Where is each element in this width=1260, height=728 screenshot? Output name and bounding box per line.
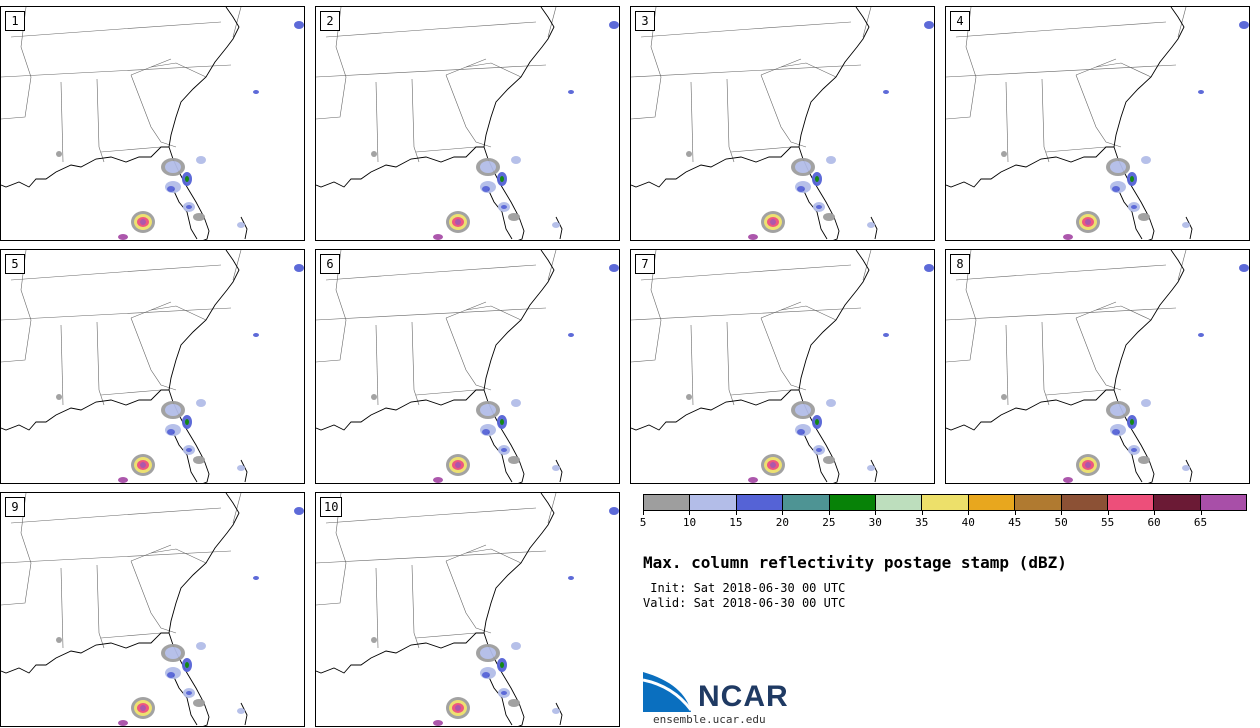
postage-stamp-panel-4: 4 [945,6,1250,241]
reflectivity-field [371,507,619,726]
colorbar-segment [1015,495,1062,510]
colorbar-segment [1061,495,1108,510]
panel-number: 8 [950,254,970,274]
colorbar-tick-label: 55 [1100,516,1115,529]
colorbar-segment [1200,495,1247,510]
reflectivity-field [56,507,304,726]
init-time: Init: Sat 2018-06-30 00 UTC [643,581,846,595]
map-outline [631,7,878,240]
colorbar-tick [782,511,784,515]
colorbar-tick-label: 20 [775,516,789,529]
colorbar-tick-label: 60 [1147,516,1161,529]
colorbar-tick-label: 10 [682,516,697,529]
panel-number: 10 [320,497,343,517]
panel-number: 7 [635,254,655,274]
valid-time: Valid: Sat 2018-06-30 00 UTC [643,596,846,610]
colorbar-segment [736,495,784,510]
colorbar-tick [735,511,737,515]
postage-stamp-panel-3: 3 [630,6,935,241]
postage-stamp-panel-9: 9 [0,492,305,727]
colorbar-tick [1014,511,1016,515]
postage-stamp-panel-7: 7 [630,249,935,484]
colorbar-tick-label: 35 [915,516,929,529]
map-outline [1,493,248,726]
colorbar [643,494,1247,511]
reflectivity-field [371,21,619,240]
reflectivity-field [56,264,304,483]
colorbar-segment [922,495,969,510]
panel-number: 9 [5,497,25,517]
colorbar-tick [1107,511,1109,515]
panel-number: 2 [320,11,340,31]
panel-number: 3 [635,11,655,31]
colorbar-tick-label: 15 [729,516,743,529]
colorbar-tick [643,511,644,515]
panel-number: 5 [5,254,25,274]
reflectivity-field [1001,264,1249,483]
colorbar-tick-label: 65 [1193,516,1208,529]
panel-number: 4 [950,11,970,31]
colorbar-segment [783,495,830,510]
logo-name: NCAR [698,680,789,713]
ncar-logo-mark-icon [643,672,693,712]
colorbar-segment [1154,495,1201,510]
colorbar-tick [689,511,691,515]
colorbar-tick [1061,511,1063,515]
ncar-logo[interactable]: NCAR ensemble.ucar.edu [643,672,803,726]
colorbar-tick [921,511,923,515]
reflectivity-field [1001,21,1249,240]
colorbar-segment [644,495,691,510]
colorbar-tick [875,511,877,515]
reflectivity-field [686,264,934,483]
colorbar-tick [968,511,970,515]
panel-number: 1 [5,11,25,31]
colorbar-segment [968,495,1016,510]
colorbar-tick-label: 30 [868,516,882,529]
colorbar-tick [828,511,830,515]
reflectivity-field [686,21,934,240]
plot-title: Max. column reflectivity postage stamp (… [643,553,1067,572]
reflectivity-field [56,21,304,240]
panel-number: 6 [320,254,340,274]
postage-stamp-panel-2: 2 [315,6,620,241]
colorbar-segment [829,495,876,510]
postage-stamp-panel-6: 6 [315,249,620,484]
colorbar-tick [1200,511,1202,515]
colorbar-tick-label: 5 [639,516,647,529]
colorbar-tick-label: 45 [1008,516,1022,529]
postage-stamp-panel-5: 5 [0,249,305,484]
colorbar-segment [1107,495,1155,510]
colorbar-tick-label: 40 [961,516,975,529]
colorbar-tick-label: 50 [1054,516,1068,529]
colorbar-tick [1154,511,1156,515]
postage-stamp-panel-10: 10 [315,492,620,727]
map-outline [1,7,248,240]
logo-url[interactable]: ensemble.ucar.edu [653,713,766,726]
colorbar-ticks: 5 10 15 20 25 30 35 40 45 50 55 60 65 [639,511,1247,535]
postage-stamp-panel-1: 1 [0,6,305,241]
colorbar-segment [875,495,923,510]
colorbar-segment [690,495,737,510]
reflectivity-field [371,264,619,483]
colorbar-tick-label: 25 [822,516,836,529]
postage-stamp-panel-8: 8 [945,249,1250,484]
